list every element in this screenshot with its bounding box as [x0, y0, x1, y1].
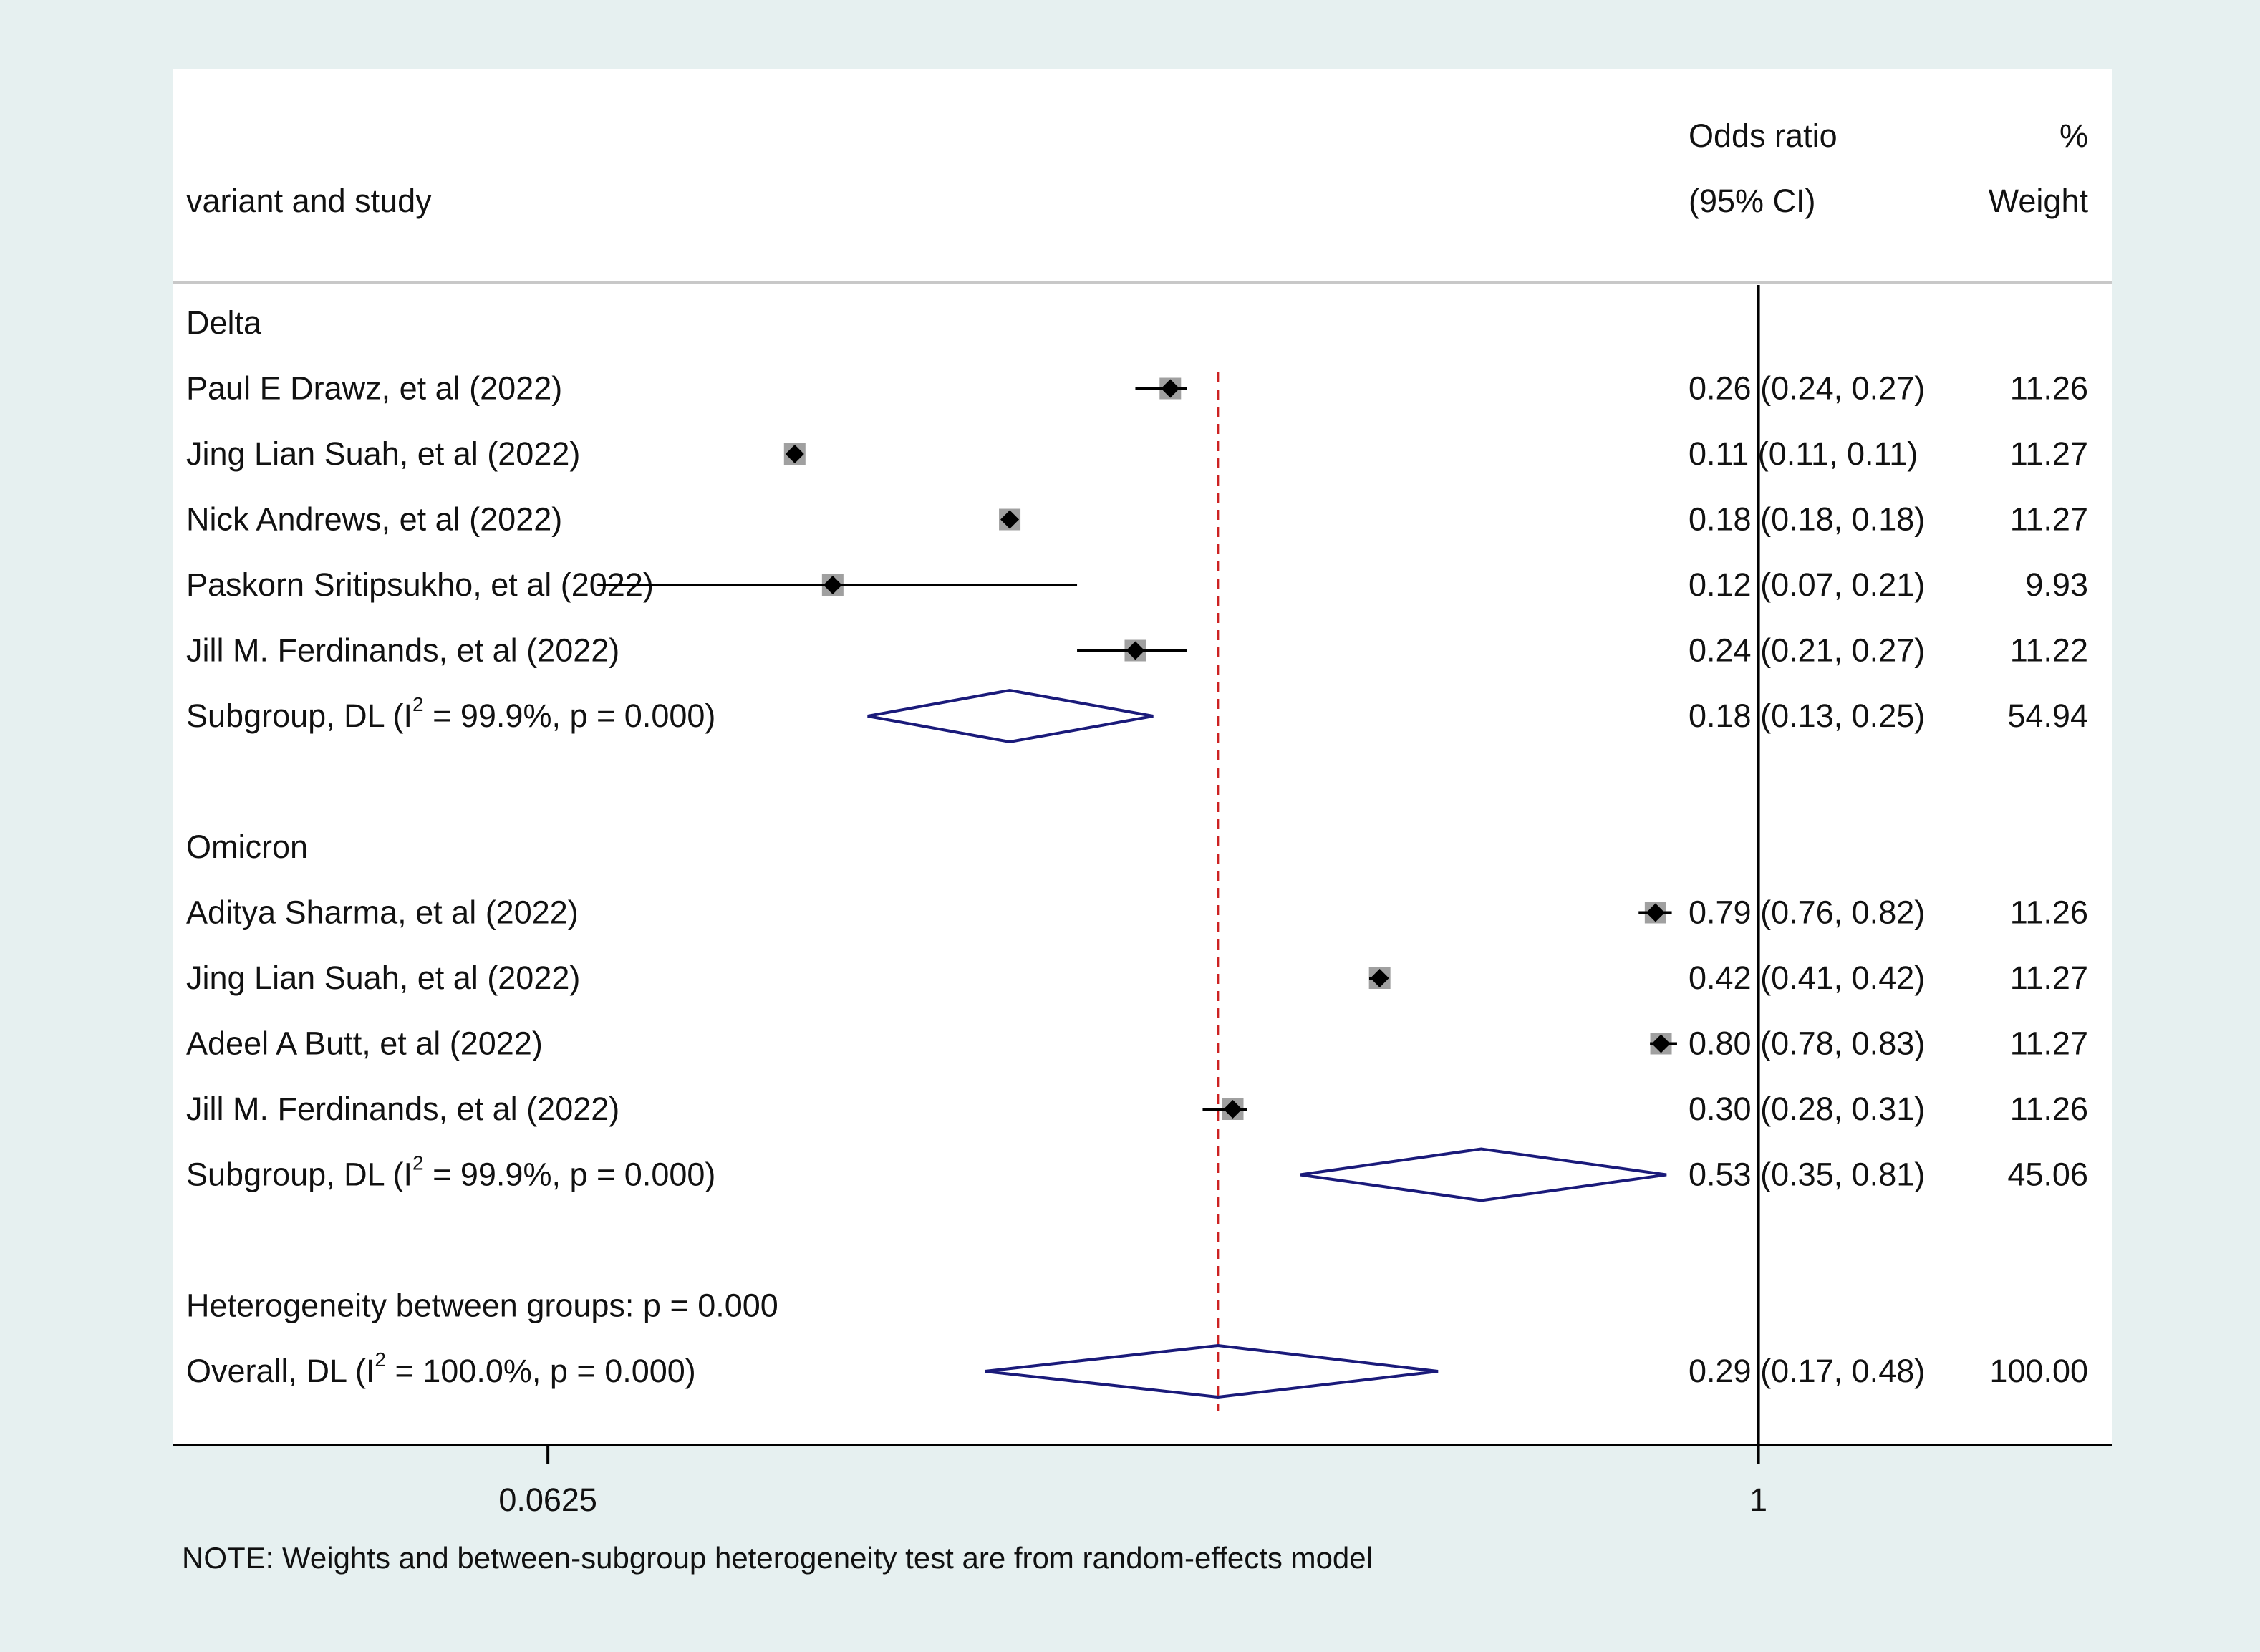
subgroup-label-part: Subgroup, DL (I — [186, 1156, 412, 1193]
subgroup-label-part: Subgroup, DL (I — [186, 697, 412, 734]
group-label: Omicron — [186, 829, 308, 865]
subgroup-label-part: = 99.9%, p = 0.000) — [424, 697, 716, 734]
subgroup-or-ci: 0.53 (0.35, 0.81) — [1689, 1156, 1925, 1193]
subgroup-weight: 45.06 — [2007, 1156, 2088, 1193]
study-weight: 11.27 — [2010, 435, 2088, 472]
header-weight-line2: Weight — [1989, 183, 2089, 219]
footnote: NOTE: Weights and between-subgroup heter… — [182, 1541, 1373, 1575]
study-weight: 9.93 — [2025, 566, 2088, 603]
overall-label-part: = 100.0%, p = 0.000) — [386, 1353, 696, 1389]
study-or-ci: 0.18 (0.18, 0.18) — [1689, 501, 1925, 538]
point-estimate — [1126, 641, 1145, 660]
study-or-ci: 0.79 (0.76, 0.82) — [1689, 894, 1925, 931]
subgroup-label: Subgroup, DL (I2 = 99.9%, p = 0.000) — [186, 693, 715, 734]
subgroup-label: Subgroup, DL (I2 = 99.9%, p = 0.000) — [186, 1152, 715, 1193]
plot-panel — [173, 69, 2112, 1446]
study-weight: 11.26 — [2010, 894, 2088, 931]
x-tick-label-1: 1 — [1749, 1482, 1767, 1518]
header-or-line1: Odds ratio — [1689, 117, 1838, 154]
header-weight-line1: % — [2059, 117, 2088, 154]
point-estimate — [1370, 969, 1389, 987]
study-or-ci: 0.30 (0.28, 0.31) — [1689, 1091, 1925, 1127]
point-estimate — [1000, 510, 1020, 529]
study-label: Nick Andrews, et al (2022) — [186, 501, 562, 538]
header-study: variant and study — [186, 183, 432, 219]
overall-diamond — [984, 1343, 1439, 1399]
point-estimate — [823, 576, 842, 594]
axes: 0.0625 1 — [173, 285, 2112, 1518]
x-tick-label-0: 0.0625 — [498, 1482, 597, 1518]
overall-weight: 100.00 — [1989, 1353, 2088, 1389]
study-label: Paul E Drawz, et al (2022) — [186, 370, 562, 407]
overall-label-part: Overall, DL (I — [186, 1353, 375, 1389]
subgroup-diamond — [1300, 1147, 1667, 1202]
subgroup-label-part: 2 — [412, 1152, 424, 1174]
study-label: Adeel A Butt, et al (2022) — [186, 1025, 543, 1062]
group-label: Delta — [186, 304, 262, 341]
study-label: Jill M. Ferdinands, et al (2022) — [186, 1091, 619, 1127]
study-weight: 11.26 — [2010, 1091, 2088, 1127]
study-or-ci: 0.24 (0.21, 0.27) — [1689, 632, 1925, 669]
point-estimate — [785, 445, 804, 463]
overall-label: Overall, DL (I2 = 100.0%, p = 0.000) — [186, 1348, 696, 1389]
study-or-ci: 0.42 (0.41, 0.42) — [1689, 960, 1925, 996]
heterogeneity-note: Heterogeneity between groups: p = 0.000 — [186, 1288, 778, 1324]
study-or-ci: 0.80 (0.78, 0.83) — [1689, 1025, 1925, 1062]
study-label: Jing Lian Suah, et al (2022) — [186, 435, 580, 472]
study-label: Paskorn Sritipsukho, et al (2022) — [186, 566, 654, 603]
study-weight: 11.27 — [2010, 1025, 2088, 1062]
subgroup-label-part: = 99.9%, p = 0.000) — [424, 1156, 716, 1193]
rows: Delta Paul E Drawz, et al (2022) 0.26 (0.2… — [186, 304, 2088, 1399]
study-or-ci: 0.12 (0.07, 0.21) — [1689, 566, 1925, 603]
study-weight: 11.27 — [2010, 501, 2088, 538]
study-label: Aditya Sharma, et al (2022) — [186, 894, 579, 931]
overall-label-part: 2 — [375, 1348, 386, 1371]
point-estimate — [1223, 1100, 1242, 1119]
point-estimate — [1651, 1034, 1671, 1053]
study-weight: 11.26 — [2010, 370, 2088, 407]
study-weight: 11.22 — [2010, 632, 2088, 669]
subgroup-diamond — [867, 688, 1154, 744]
subgroup-weight: 54.94 — [2007, 697, 2088, 734]
study-or-ci: 0.26 (0.24, 0.27) — [1689, 370, 1925, 407]
study-weight: 11.27 — [2010, 960, 2088, 996]
subgroup-or-ci: 0.18 (0.13, 0.25) — [1689, 697, 1925, 734]
point-estimate — [1646, 903, 1665, 922]
subgroup-label-part: 2 — [412, 693, 424, 715]
point-estimate — [1161, 379, 1180, 398]
study-label: Jing Lian Suah, et al (2022) — [186, 960, 580, 996]
header: variant and study Odds ratio (95% CI)% Weig… — [173, 117, 2112, 284]
overall-or-ci: 0.29 (0.17, 0.48) — [1689, 1353, 1925, 1389]
header-or-line2: (95% CI) — [1689, 183, 1816, 219]
study-label: Jill M. Ferdinands, et al (2022) — [186, 632, 619, 669]
study-or-ci: 0.11 (0.11, 0.11) — [1689, 435, 1918, 472]
footer: NOTE: Weights and between-subgroup heter… — [182, 1541, 1373, 1575]
